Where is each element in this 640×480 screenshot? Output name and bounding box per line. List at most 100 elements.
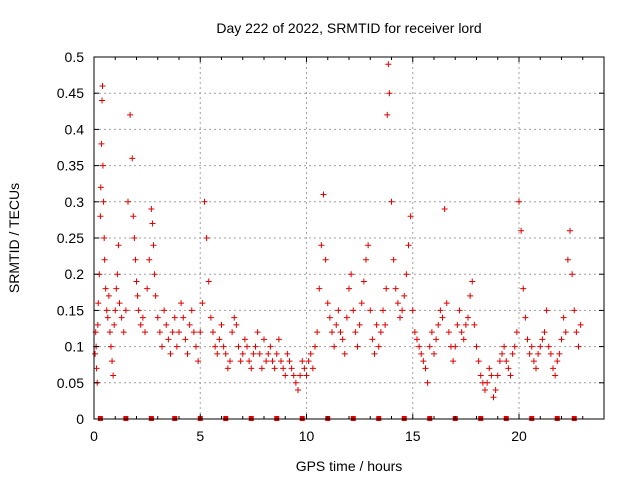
data-point <box>554 358 561 365</box>
x-tick-label: 0 <box>90 428 98 444</box>
data-point <box>201 198 208 205</box>
data-point <box>439 314 446 321</box>
data-point <box>350 307 357 314</box>
y-tick-label: 0.3 <box>65 194 85 210</box>
data-point <box>501 343 508 350</box>
data-point <box>312 343 318 350</box>
data-point <box>246 358 253 365</box>
data-point <box>458 329 465 336</box>
data-point <box>543 307 550 314</box>
data-point <box>100 198 107 205</box>
data-point <box>524 336 531 343</box>
data-point <box>541 329 548 336</box>
data-point <box>394 300 401 307</box>
data-point <box>356 321 363 328</box>
data-point <box>295 387 301 394</box>
data-point <box>577 321 584 328</box>
data-point <box>433 336 440 343</box>
data-point <box>562 329 569 336</box>
data-point <box>377 329 384 336</box>
data-point <box>405 242 412 249</box>
data-point <box>258 365 265 372</box>
data-point <box>205 278 212 285</box>
data-point <box>237 358 244 365</box>
data-point <box>477 372 484 379</box>
data-point <box>133 278 140 285</box>
data-point <box>431 350 437 357</box>
data-point <box>462 321 469 328</box>
data-point <box>203 235 210 241</box>
data-point <box>526 350 533 357</box>
data-point <box>482 387 488 394</box>
x-tick-label: 15 <box>405 428 421 444</box>
data-point <box>333 321 340 328</box>
y-tick-label: 0 <box>76 411 84 427</box>
data-point <box>116 300 123 307</box>
x-axis-label: GPS time / hours <box>296 458 403 474</box>
data-point <box>539 336 546 343</box>
data-point <box>567 227 573 234</box>
data-point <box>490 394 497 401</box>
data-point <box>95 300 102 307</box>
data-point <box>184 350 191 357</box>
data-point <box>383 285 390 292</box>
data-point <box>152 292 159 299</box>
data-point <box>229 329 236 336</box>
data-point <box>182 336 189 343</box>
data-point <box>224 365 231 372</box>
data-point <box>180 314 187 321</box>
data-point <box>360 278 367 285</box>
data-point <box>173 343 180 350</box>
data-point <box>520 285 527 292</box>
data-point <box>275 336 282 343</box>
data-point <box>329 329 335 336</box>
data-point <box>118 314 125 321</box>
data-point <box>104 314 111 321</box>
data-point <box>122 307 129 314</box>
data-point <box>163 321 170 328</box>
data-point <box>101 256 108 263</box>
data-point <box>371 350 378 357</box>
data-point <box>535 350 542 357</box>
y-tick-label: 0.5 <box>65 49 85 65</box>
data-point <box>156 329 163 336</box>
data-point <box>556 350 563 357</box>
data-point <box>388 198 395 205</box>
data-point <box>428 329 435 336</box>
data-point <box>571 307 578 314</box>
data-point <box>375 343 382 350</box>
data-point <box>441 206 448 213</box>
y-axis-ticks: 0 0.05 0.1 0.15 0.2 0.25 0.3 0.35 0.4 0.45 0.5 <box>57 49 604 427</box>
data-point <box>97 184 104 191</box>
data-point <box>326 314 333 321</box>
data-point <box>435 321 442 328</box>
data-point <box>99 97 106 104</box>
data-point <box>220 343 227 350</box>
data-point <box>452 343 459 350</box>
data-point <box>256 350 263 357</box>
data-point <box>418 350 425 357</box>
data-point <box>233 321 240 328</box>
data-point <box>352 329 359 336</box>
data-point <box>99 82 106 89</box>
data-point <box>93 365 100 372</box>
data-point <box>454 321 461 328</box>
data-point <box>284 350 291 357</box>
data-point <box>522 314 529 321</box>
data-point <box>558 336 565 343</box>
data-point <box>280 365 287 372</box>
data-point <box>125 198 131 205</box>
data-point <box>494 372 501 379</box>
data-point <box>227 358 233 365</box>
data-point <box>346 285 352 292</box>
data-point <box>161 307 168 314</box>
data-point <box>488 372 495 379</box>
data-point <box>99 162 106 169</box>
data-point <box>199 300 206 307</box>
data-point <box>94 321 101 328</box>
data-point <box>530 358 537 365</box>
data-point <box>239 350 246 357</box>
data-point <box>282 372 289 379</box>
data-point <box>411 329 418 336</box>
data-point <box>269 358 276 365</box>
